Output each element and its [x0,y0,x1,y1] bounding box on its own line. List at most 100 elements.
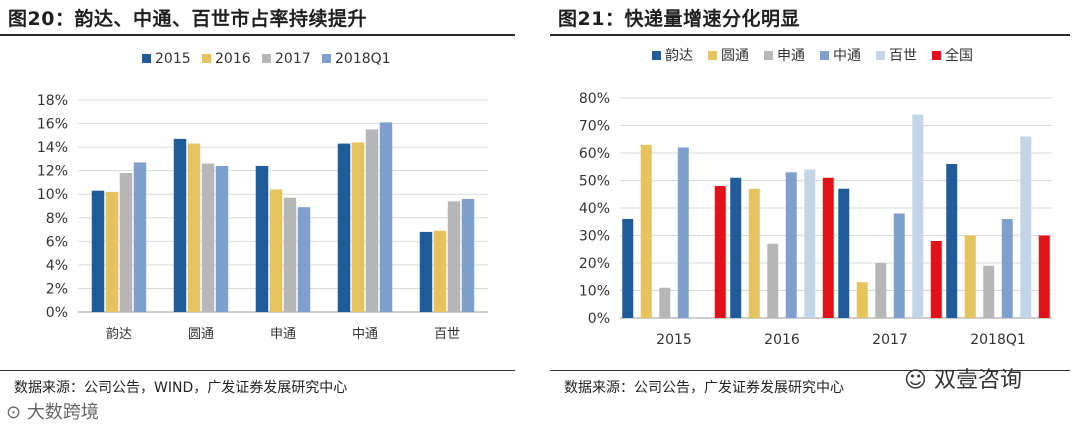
x-category-label: 2015 [656,332,692,348]
figure-title: 图20：韵达、中通、百世市占率持续提升 [8,8,367,30]
y-tick-label: 40% [579,201,610,217]
legend-label: 中通 [833,48,861,64]
bar [946,164,958,318]
source-rule [550,370,1070,371]
wechat-icon: ☺ [904,368,927,393]
legend-label: 圆通 [721,48,749,64]
bar [875,263,887,318]
bar [201,163,215,312]
bar [856,282,868,318]
watermark-text: 双壹咨询 [933,368,1022,393]
y-tick-label: 60% [579,146,610,162]
bar [419,231,433,312]
y-tick-label: 16% [37,117,68,133]
y-tick-label: 80% [579,91,610,107]
x-category-label: 百世 [434,327,460,342]
x-category-label: 中通 [352,327,378,342]
legend-label: 申通 [777,48,805,64]
bar [748,188,760,318]
bar [365,129,379,312]
y-tick-label: 70% [579,119,610,135]
legend-swatch [142,54,151,63]
bar [964,235,976,318]
bar [1001,219,1013,318]
legend-swatch [322,54,331,63]
bar [1038,235,1050,318]
legend-label: 全国 [945,47,973,64]
y-tick-label: 0% [46,305,68,321]
legend-swatch [262,54,271,63]
legend-swatch [708,51,717,60]
watermark-text: 大数跨境 [26,402,99,423]
bar [983,265,995,318]
bar [930,241,942,318]
watermark-right: ☺ 双壹咨询 [904,362,1022,394]
x-category-label: 申通 [270,327,296,342]
bar [173,138,187,312]
bar [269,189,283,312]
volume-growth-chart: 0% 10% 20% 30% 40% 50% 60% 70% 80% 韵达 圆通 申通 中通 百世 全国 20… [579,47,1052,348]
y-tick-label: 6% [46,234,68,250]
legend-swatch [876,51,885,60]
bar [659,287,671,318]
legend-label: 韵达 [665,48,693,64]
y-tick-label: 0% [588,311,610,327]
bar [785,172,797,318]
bar [822,177,834,318]
bar [447,201,461,312]
y-tick-label: 10% [37,187,68,203]
bar [119,173,133,312]
bar [337,143,351,312]
x-category-label: 圆通 [188,327,214,342]
x-category-label: 2016 [764,332,800,348]
legend-label: 2018Q1 [335,51,391,67]
bar [283,197,297,312]
market-share-chart: 0% 2% 4% 6% 8% 10% 12% 14% 16% 18% 2015 2016 2017 201… [37,51,488,342]
y-tick-label: 20% [579,256,610,272]
y-tick-label: 14% [37,140,68,156]
legend-swatch [932,51,941,60]
bar [215,165,229,312]
panel-market-share: 图20：韵达、中通、百世市占率持续提升 0% 2% 4% 6% 8% 10% 12% 14% 1… [0,0,530,425]
y-tick-label: 50% [579,174,610,190]
bar [730,177,742,318]
source-note: 数据来源：公司公告，WIND，广发证券发展研究中心 [14,380,348,396]
x-category-label: 2018Q1 [970,332,1026,348]
bar [255,165,269,312]
bar [767,243,779,318]
bar [677,147,689,318]
x-category-label: 韵达 [106,327,132,342]
title-rule [550,34,1070,36]
bar [297,207,311,312]
bar [714,186,726,318]
figure-title: 图21：快递量增速分化明显 [558,8,800,30]
legend-label: 2017 [275,51,311,67]
legend-swatch [652,51,661,60]
bar [187,143,201,312]
y-tick-label: 2% [46,281,68,297]
source-note: 数据来源：公司公告，广发证券发展研究中心 [564,380,844,396]
bar [1020,136,1032,318]
bar [838,188,850,318]
bar [640,144,652,318]
title-rule [0,34,515,36]
legend-swatch [202,54,211,63]
bar [133,162,147,312]
y-tick-label: 4% [46,258,68,274]
legend-label: 2016 [215,51,251,67]
y-tick-label: 30% [579,229,610,245]
bar [804,169,816,318]
y-tick-label: 10% [579,284,610,300]
legend-label: 2015 [155,51,191,67]
y-tick-label: 12% [37,164,68,180]
bar [91,190,105,312]
y-tick-label: 8% [46,211,68,227]
legend-swatch [820,51,829,60]
panel-volume-growth: 图21：快递量增速分化明显 0% 10% 20% 30% 40% 50% 60% 70% 80%… [550,0,1080,425]
bar [893,213,905,318]
bar [461,198,475,312]
watermark-logo-icon: ⊙ [6,402,22,423]
legend-label: 百世 [889,48,917,64]
bar [351,142,365,312]
bar [622,219,634,318]
